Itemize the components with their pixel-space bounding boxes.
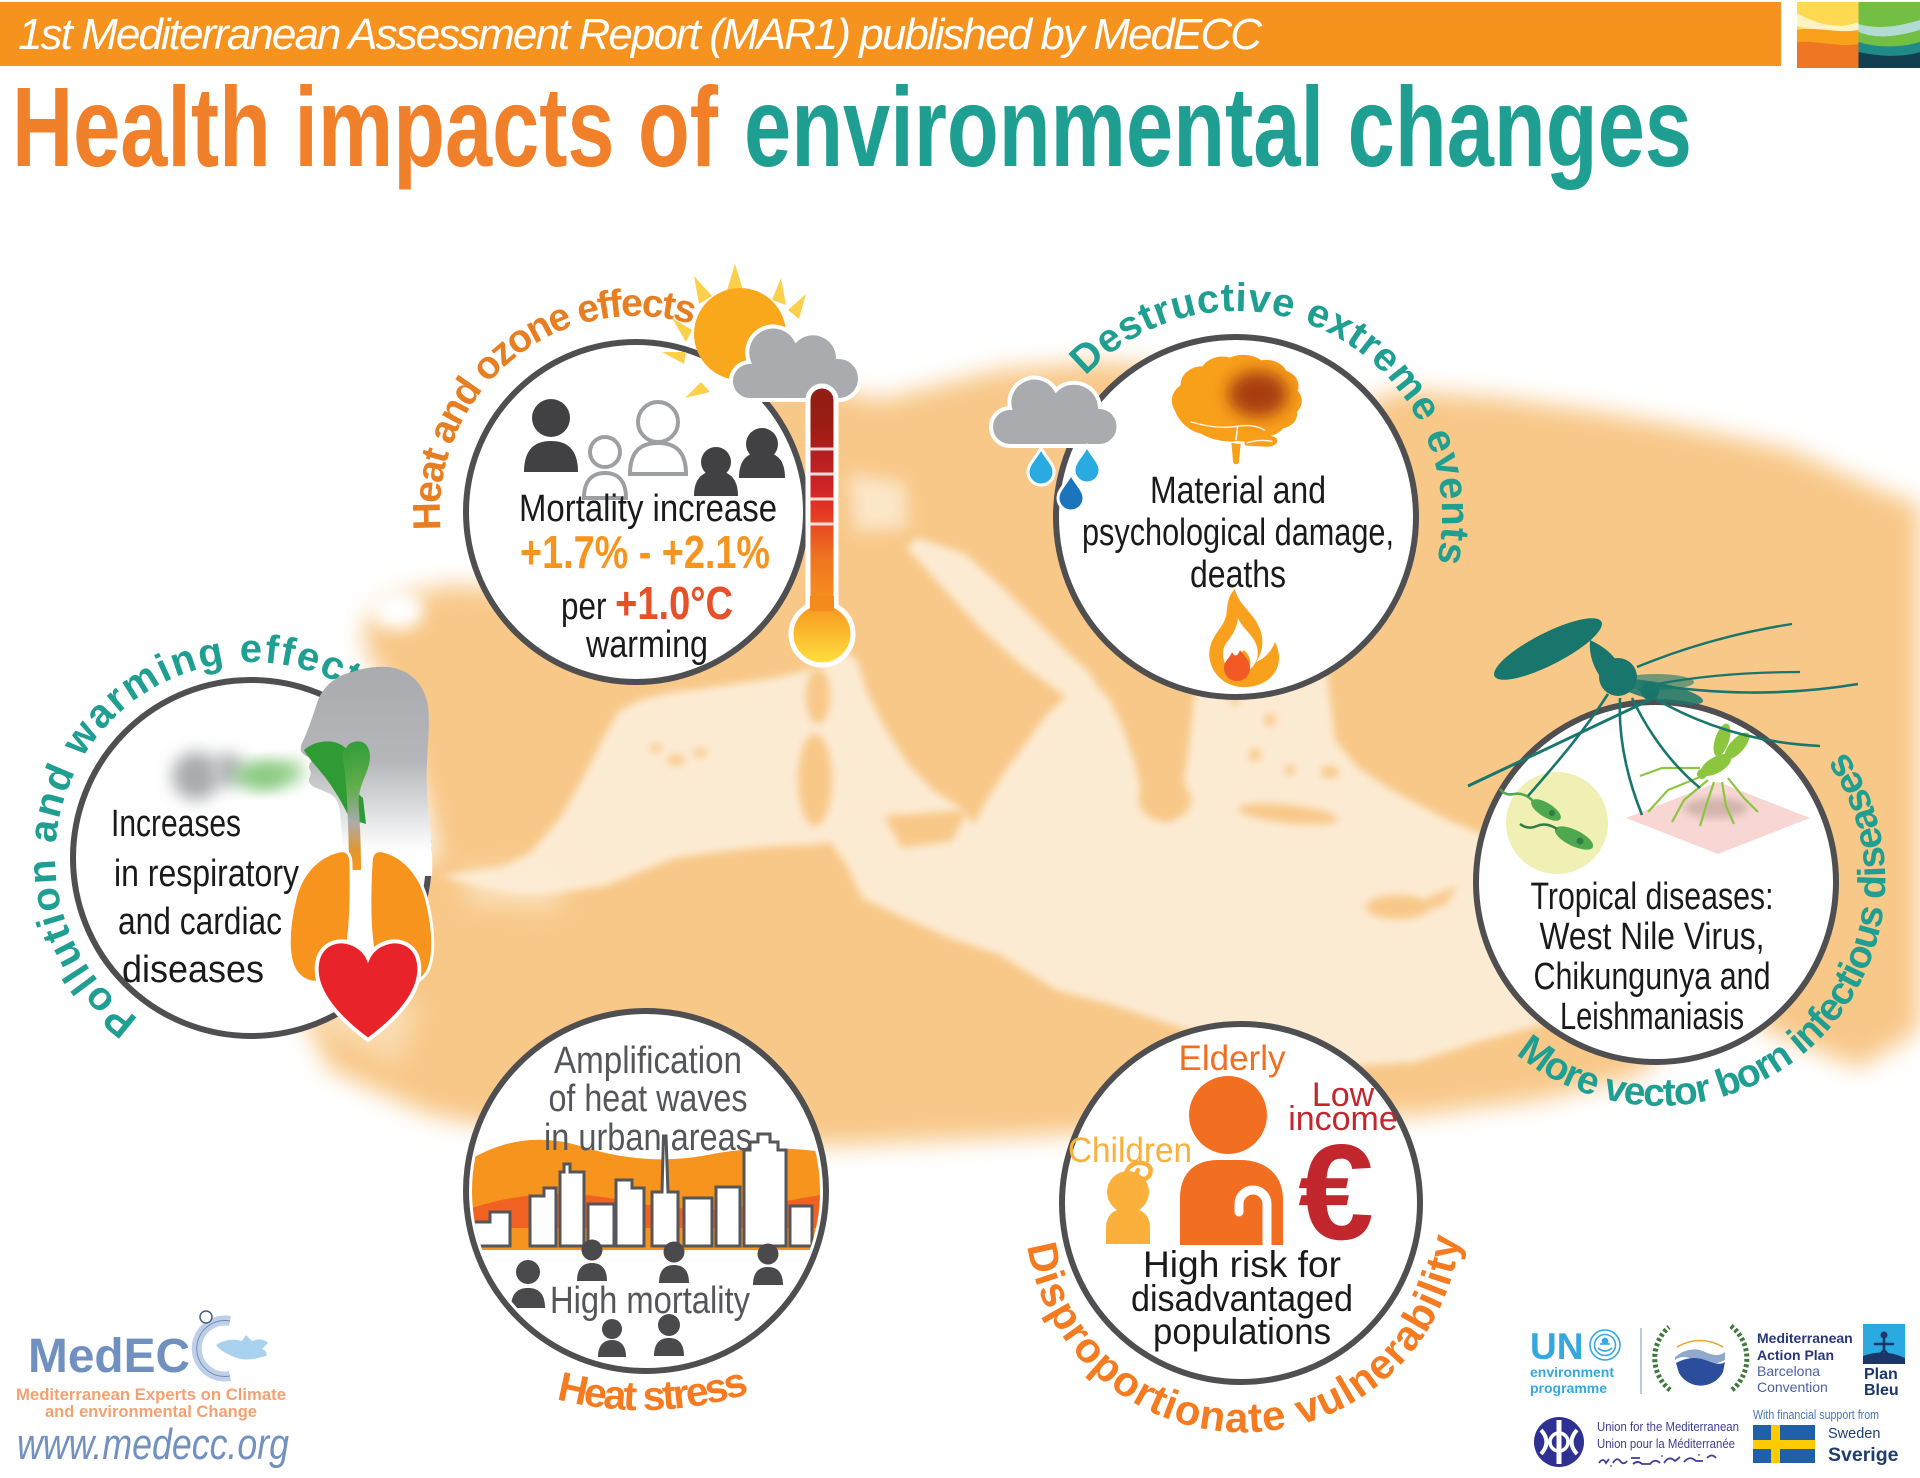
svg-text:High mortality: High mortality bbox=[550, 1280, 750, 1322]
svg-text:€: € bbox=[1298, 1116, 1374, 1268]
svg-text:psychological damage,: psychological damage, bbox=[1082, 512, 1394, 554]
svg-text:Amplification: Amplification bbox=[554, 1040, 742, 1082]
svg-text:Bleu: Bleu bbox=[1864, 1382, 1899, 1399]
svg-text:environmental changes: environmental changes bbox=[744, 64, 1692, 190]
svg-text:populations: populations bbox=[1153, 1311, 1331, 1352]
svg-text:deaths: deaths bbox=[1190, 554, 1286, 596]
svg-text:diseases: diseases bbox=[122, 949, 264, 991]
svg-text:Mediterranean: Mediterranean bbox=[1757, 1330, 1853, 1346]
svg-text:Plan: Plan bbox=[1864, 1366, 1898, 1383]
svg-text:West Nile Virus,: West Nile Virus, bbox=[1540, 916, 1765, 958]
svg-text:Action Plan: Action Plan bbox=[1757, 1347, 1834, 1363]
svg-text:income: income bbox=[1288, 1100, 1398, 1138]
svg-text:Sverige: Sverige bbox=[1828, 1444, 1899, 1466]
svg-text:Barcelona: Barcelona bbox=[1757, 1363, 1820, 1379]
svg-text:per +1.0°C: per +1.0°C bbox=[561, 577, 733, 629]
svg-text:Children: Children bbox=[1068, 1131, 1192, 1170]
svg-text:environment: environment bbox=[1530, 1364, 1614, 1380]
svg-text:Union pour la Méditerranée: Union pour la Méditerranée bbox=[1597, 1437, 1735, 1451]
svg-text:Sweden: Sweden bbox=[1828, 1426, 1880, 1442]
svg-text:Mortality increase: Mortality increase bbox=[519, 488, 777, 530]
svg-text:High risk for: High risk for bbox=[1143, 1244, 1341, 1285]
svg-text:warming: warming bbox=[585, 624, 708, 666]
svg-text:Health impacts of: Health impacts of bbox=[12, 64, 718, 190]
svg-text:Tropical diseases:: Tropical diseases: bbox=[1531, 876, 1774, 918]
svg-text:and cardiac: and cardiac bbox=[118, 901, 282, 943]
svg-text:Elderly: Elderly bbox=[1179, 1039, 1286, 1078]
svg-text:disadvantaged: disadvantaged bbox=[1131, 1278, 1353, 1319]
svg-text:Increases: Increases bbox=[111, 803, 241, 845]
svg-text:UN: UN bbox=[1530, 1326, 1583, 1367]
svg-text:MedEC: MedEC bbox=[28, 1330, 190, 1383]
svg-text:programme: programme bbox=[1530, 1380, 1607, 1396]
svg-text:Convention: Convention bbox=[1757, 1379, 1828, 1395]
svg-text:Material and: Material and bbox=[1150, 470, 1326, 512]
svg-text:Chikungunya and: Chikungunya and bbox=[1534, 956, 1771, 998]
svg-text:1st Mediterranean Assessment R: 1st Mediterranean Assessment Report (MAR… bbox=[18, 10, 1263, 59]
svg-text:of heat waves: of heat waves bbox=[549, 1078, 748, 1120]
svg-text:With financial support from: With financial support from bbox=[1753, 1408, 1879, 1422]
svg-text:Low: Low bbox=[1312, 1076, 1375, 1114]
svg-text:www.medecc.org: www.medecc.org bbox=[17, 1420, 289, 1469]
svg-text:Leishmaniasis: Leishmaniasis bbox=[1560, 996, 1744, 1038]
svg-text:in respiratory: in respiratory bbox=[114, 853, 299, 895]
svg-text:and environmental Change: and environmental Change bbox=[45, 1403, 257, 1421]
svg-text:Union for the Mediterranean: Union for the Mediterranean bbox=[1597, 1420, 1739, 1434]
svg-text:Mediterranean Experts on Clima: Mediterranean Experts on Climate bbox=[16, 1386, 286, 1404]
svg-text:in urban areas: in urban areas bbox=[544, 1117, 752, 1159]
svg-text:+1.7% - +2.1%: +1.7% - +2.1% bbox=[520, 526, 770, 578]
